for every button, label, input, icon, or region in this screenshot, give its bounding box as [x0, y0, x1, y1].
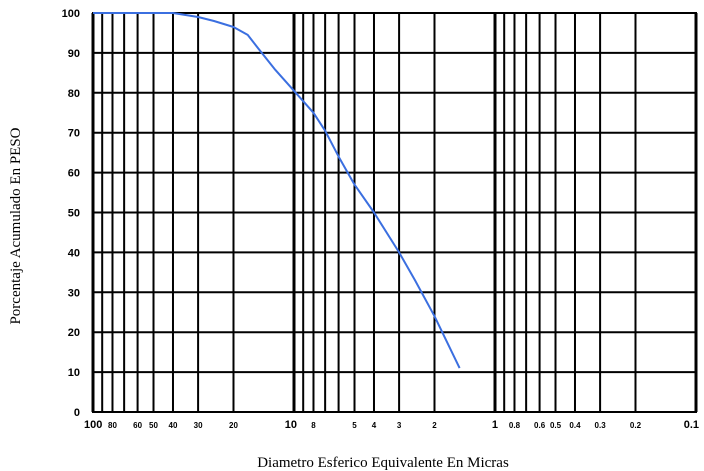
x-tick-label: 0.6	[534, 421, 546, 430]
x-tick-label: 8	[311, 421, 316, 430]
x-tick-label: 30	[194, 421, 203, 430]
x-tick-label: 5	[352, 421, 357, 430]
y-tick-label: 0	[74, 407, 80, 419]
y-axis-title: Porcentaje Acumulado En PESO	[8, 127, 24, 324]
x-tick-label: 2	[432, 421, 437, 430]
y-tick-labels: 0 10 20 30 40 50 60 70 80 90 100	[62, 8, 80, 419]
x-tick-label: 0.4	[569, 421, 581, 430]
y-tick-label: 80	[68, 88, 80, 100]
y-tick-label: 30	[68, 287, 80, 299]
x-tick-label: 0.1	[684, 419, 699, 431]
x-tick-label: 10	[285, 419, 297, 431]
x-tick-label: 0.8	[509, 421, 521, 430]
series-line	[93, 12, 461, 369]
series	[93, 12, 461, 369]
y-tick-label: 10	[68, 367, 80, 379]
x-tick-label: 80	[108, 421, 117, 430]
x-tick-label: 20	[229, 421, 238, 430]
x-tick-label: 4	[372, 421, 377, 430]
y-tick-label: 60	[68, 168, 80, 180]
y-tick-label: 50	[68, 208, 80, 220]
y-tick-label: 70	[68, 128, 80, 140]
y-tick-label: 40	[68, 247, 80, 259]
x-tick-label: 0.3	[595, 421, 607, 430]
x-tick-label: 50	[149, 421, 158, 430]
y-tick-label: 100	[62, 8, 80, 20]
y-tick-label: 20	[68, 327, 80, 339]
x-tick-label: 100	[84, 419, 102, 431]
x-tick-label: 0.2	[630, 421, 642, 430]
x-tick-label: 40	[169, 421, 178, 430]
x-axis-title: Diametro Esferico Equivalente En Micras	[257, 455, 509, 471]
x-tick-label: 1	[492, 419, 498, 431]
y-tick-label: 90	[68, 48, 80, 60]
x-tick-label: 60	[133, 421, 142, 430]
grid	[91, 12, 698, 413]
x-tick-label: 0.5	[550, 421, 562, 430]
x-tick-labels: 100 80 60 50 40 30 20 10 8 5 4 3 2 1 0.8 0.6 0.5 0.4 0.3 0.…	[84, 419, 699, 431]
x-tick-label: 3	[397, 421, 402, 430]
